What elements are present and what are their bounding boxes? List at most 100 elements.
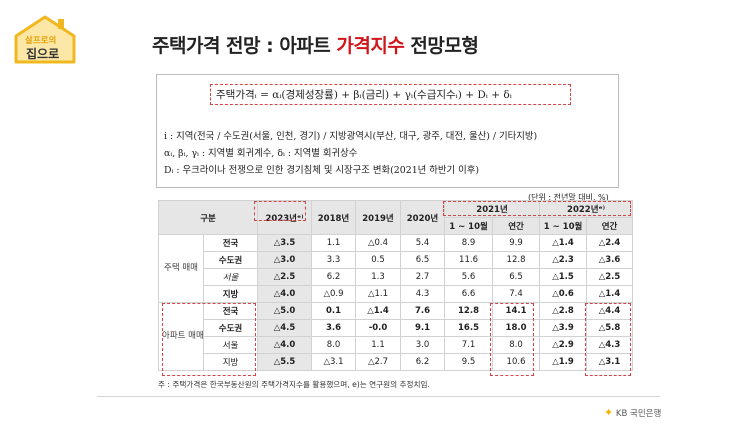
table-cell: 9.1 — [400, 319, 446, 337]
table-cell: 14.1 — [492, 302, 541, 320]
logo-line2: 집으로 — [26, 47, 60, 61]
row-label: 전국 — [202, 234, 259, 252]
table-cell: △0.9 — [311, 285, 357, 303]
header-2020: 2020년 — [400, 200, 446, 235]
header-2023: 2023년ᵉ⁾ — [257, 200, 313, 235]
forecast-table: 구분 2023년ᵉ⁾ 2018년 2019년 2020년 2021년 2022년… — [157, 200, 634, 371]
equation-highlight-frame — [210, 84, 571, 105]
table-cell: △2.7 — [355, 353, 402, 371]
table-cell: △3.0 — [257, 251, 313, 269]
table-cell: △0.6 — [539, 285, 588, 303]
header-category: 구분 — [157, 200, 259, 235]
page-title: 주택가격 전망 : 아파트 가격지수 전망모형 — [152, 31, 479, 58]
table-cell: 3.6 — [311, 319, 357, 337]
table-cell: △4.3 — [586, 336, 634, 354]
table-cell: 0.1 — [311, 302, 357, 320]
equation-legend-region: i : 지역(전국 / 수도권(서울, 인천, 경기) / 지방광역시(부산, … — [164, 131, 538, 142]
table-cell: 7.1 — [444, 336, 494, 354]
row-label: 지방 — [202, 353, 259, 371]
row-label: 서울 — [202, 336, 259, 354]
table-cell: △1.4 — [355, 302, 402, 320]
table-cell: 0.5 — [355, 251, 402, 269]
table-cell: △3.9 — [539, 319, 588, 337]
logo-line1: 살프로의 — [25, 36, 57, 46]
title-highlight: 가격지수 — [336, 35, 405, 57]
table-cell: 6.5 — [492, 268, 541, 286]
table-cell: △1.5 — [539, 268, 588, 286]
table-cell: -0.0 — [355, 319, 402, 337]
table-cell: 12.8 — [444, 302, 494, 320]
table-cell: 9.5 — [444, 353, 494, 371]
table-cell: 12.8 — [492, 251, 541, 269]
table-cell: 1.1 — [355, 336, 402, 354]
group-house-sales: 주택 매매 — [158, 234, 204, 303]
table-row: 서울 △4.0 8.0 1.1 3.0 7.1 8.0 △2.9 △4.3 — [159, 336, 634, 354]
table-cell: △2.5 — [257, 268, 313, 286]
table-row: 수도권 △4.5 3.6 -0.0 9.1 16.5 18.0 △3.9 △5.… — [159, 319, 634, 337]
table-cell: △3.1 — [311, 353, 357, 371]
table-cell: 5.4 — [400, 234, 446, 252]
header-2019: 2019년 — [355, 200, 402, 235]
header-2018: 2018년 — [311, 200, 357, 235]
table-cell: △4.5 — [257, 319, 313, 337]
logo: 살프로의 집으로 — [12, 14, 78, 66]
table-cell: △5.0 — [257, 302, 313, 320]
table-cell: 5.6 — [444, 268, 494, 286]
table-row: 수도권 △3.0 3.3 0.5 6.5 11.6 12.8 △2.3 △3.6 — [159, 251, 634, 269]
table-cell: 8.0 — [492, 336, 541, 354]
footer-brand-text: KB 국민은행 — [615, 409, 662, 419]
footer-divider — [97, 396, 660, 397]
equation-legend-coef: αᵢ, βᵢ, γᵢ : 지역별 회귀계수, δᵢ : 지역별 회귀상수 — [164, 148, 358, 159]
table-cell: △3.5 — [257, 234, 313, 252]
table-cell: 1.3 — [355, 268, 402, 286]
table-cell: 11.6 — [444, 251, 494, 269]
table-cell: △3.1 — [586, 353, 634, 371]
equation-legend-dummy: Dᵢ : 우크라이나 전쟁으로 인한 경기침체 및 시장구조 변화(2021년 … — [164, 165, 480, 176]
table-cell: 4.3 — [400, 285, 446, 303]
table-cell: 6.2 — [311, 268, 357, 286]
group-apartment-sales: 아파트 매매 — [158, 302, 204, 371]
row-label: 수도권 — [202, 319, 259, 337]
table-cell: 2.7 — [400, 268, 446, 286]
table-cell: 16.5 — [444, 319, 494, 337]
row-label: 서울 — [202, 268, 259, 286]
table-cell: △4.0 — [257, 285, 313, 303]
table-cell: △4.0 — [257, 336, 313, 354]
header-2022-jan-oct: 1 ~ 10월 — [539, 217, 588, 235]
table-cell: △2.3 — [539, 251, 588, 269]
table-cell: △2.4 — [586, 234, 634, 252]
table-cell: △2.5 — [586, 268, 634, 286]
title-suffix: 전망모형 — [404, 35, 479, 57]
table-cell: △4.4 — [586, 302, 634, 320]
footer-brand: ✦ KB 국민은행 — [604, 406, 661, 419]
header-2022-annual: 연간 — [586, 217, 634, 235]
table-cell: △0.4 — [355, 234, 402, 252]
table-cell: △1.9 — [539, 353, 588, 371]
header-2021-annual: 연간 — [492, 217, 541, 235]
house-logo-icon — [14, 15, 76, 64]
equation-main: 주택가격ᵢ = αᵢ(경제성장률) + βᵢ(금리) + γᵢ(수급지수ᵢ) +… — [216, 89, 512, 101]
table-cell: 7.4 — [492, 285, 541, 303]
table-cell: 6.6 — [444, 285, 494, 303]
table-cell: △2.9 — [539, 336, 588, 354]
kb-star-icon: ✦ — [604, 406, 614, 419]
table-cell: 7.6 — [400, 302, 446, 320]
table-cell: △1.4 — [586, 285, 634, 303]
footnote: 주 : 주택가격은 한국부동산원의 주택가격지수를 활용했으며, e)는 연구원… — [158, 380, 430, 389]
header-2021-jan-oct: 1 ~ 10월 — [444, 217, 494, 235]
table-cell: 18.0 — [492, 319, 541, 337]
row-label: 지방 — [202, 285, 259, 303]
equation-box: 주택가격ᵢ = αᵢ(경제성장률) + βᵢ(금리) + γᵢ(수급지수ᵢ) +… — [156, 74, 619, 188]
table-row: 지방 △4.0 △0.9 △1.1 4.3 6.6 7.4 △0.6 △1.4 — [159, 285, 634, 303]
table-cell: 3.0 — [400, 336, 446, 354]
table-row: 지방 △5.5 △3.1 △2.7 6.2 9.5 10.6 △1.9 △3.1 — [159, 353, 634, 371]
table-cell: 1.1 — [311, 234, 357, 252]
table-row: 주택 매매 전국 △3.5 1.1 △0.4 5.4 8.9 9.9 △1.4 … — [158, 234, 634, 303]
table-cell: △1.1 — [355, 285, 402, 303]
table-cell: 3.3 — [311, 251, 357, 269]
table-cell: △1.4 — [539, 234, 588, 252]
table-row: 서울 △2.5 6.2 1.3 2.7 5.6 6.5 △1.5 △2.5 — [159, 268, 634, 286]
header-2022: 2022년ᵉ⁾ — [539, 200, 634, 218]
table-cell: △5.5 — [257, 353, 313, 371]
row-label: 수도권 — [202, 251, 259, 269]
